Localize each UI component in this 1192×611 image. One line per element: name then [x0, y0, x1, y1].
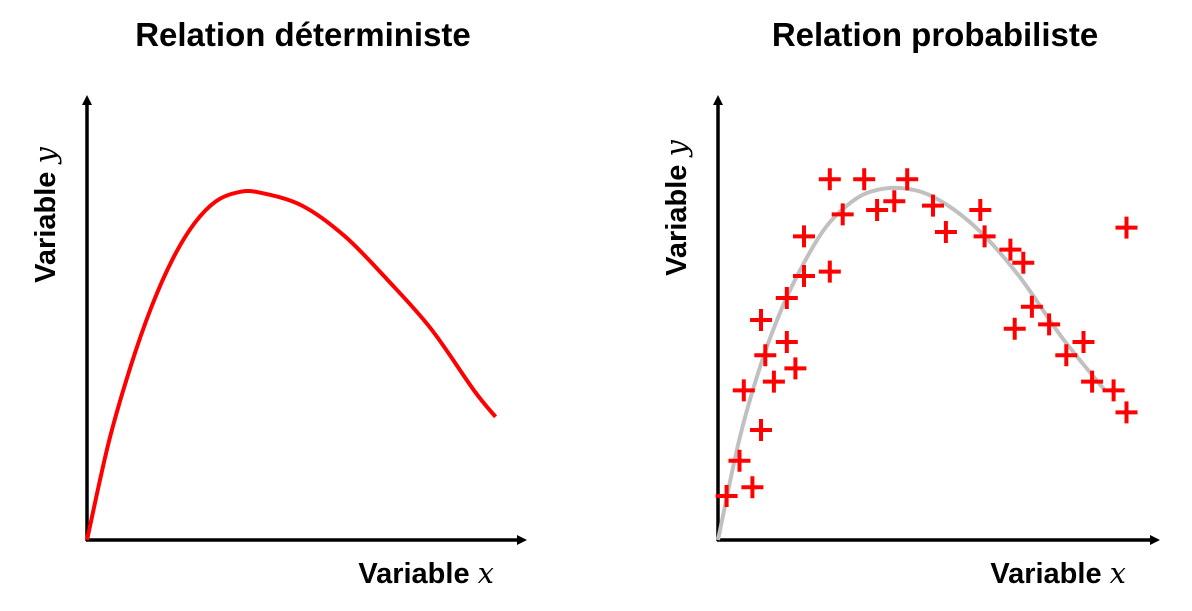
- scatter-point: [883, 190, 906, 213]
- scatter-points: [715, 168, 1138, 507]
- y-axis-label: Variable y: [28, 147, 62, 283]
- deterministic-curve: [85, 189, 498, 541]
- scatter-point: [1115, 401, 1138, 424]
- scatter-point: [999, 238, 1022, 261]
- scatter-point: [853, 168, 876, 191]
- scatter-point: [775, 287, 798, 309]
- scatter-point: [793, 225, 815, 248]
- scatter-point: [1115, 216, 1138, 239]
- scatter-point: [775, 331, 798, 353]
- chart-title: Relation probabiliste: [772, 16, 1098, 53]
- trend-curve: [716, 185, 1107, 541]
- scatter-point: [818, 168, 841, 191]
- x-axis-label: Variable x: [990, 556, 1126, 590]
- panel-deterministic: Relation déterministe Variable y Variabl…: [28, 16, 527, 590]
- scatter-point: [1102, 379, 1125, 402]
- scatter-point: [793, 265, 815, 287]
- scatter-point: [750, 309, 772, 331]
- panel-probabilistic: Relation probabiliste Variable y Variabl…: [659, 16, 1160, 590]
- scatter-point: [754, 344, 777, 367]
- scatter-point: [1012, 251, 1035, 274]
- scatter-point: [922, 194, 944, 217]
- scatter-point: [1020, 295, 1043, 318]
- scatter-point: [784, 357, 807, 380]
- scatter-point: [1003, 317, 1026, 340]
- scatter-point: [715, 485, 738, 507]
- scatter-point: [750, 419, 772, 441]
- scatter-point: [969, 199, 992, 221]
- scatter-point: [732, 379, 755, 402]
- scatter-point: [831, 203, 854, 226]
- scatter-point: [1055, 344, 1078, 367]
- scatter-point: [1081, 370, 1104, 393]
- chart-title: Relation déterministe: [135, 16, 471, 53]
- x-axis-label: Variable x: [358, 556, 494, 590]
- scatter-point: [1038, 313, 1061, 336]
- scatter-point: [818, 260, 841, 283]
- scatter-point: [762, 370, 785, 393]
- scatter-point: [934, 221, 957, 243]
- y-axis-label: Variable y: [659, 140, 693, 276]
- scatter-point: [1072, 331, 1095, 353]
- scatter-point: [741, 476, 764, 499]
- scatter-point: [728, 449, 751, 472]
- scatter-point: [866, 199, 889, 221]
- scatter-point: [973, 225, 996, 248]
- scatter-point: [896, 168, 919, 191]
